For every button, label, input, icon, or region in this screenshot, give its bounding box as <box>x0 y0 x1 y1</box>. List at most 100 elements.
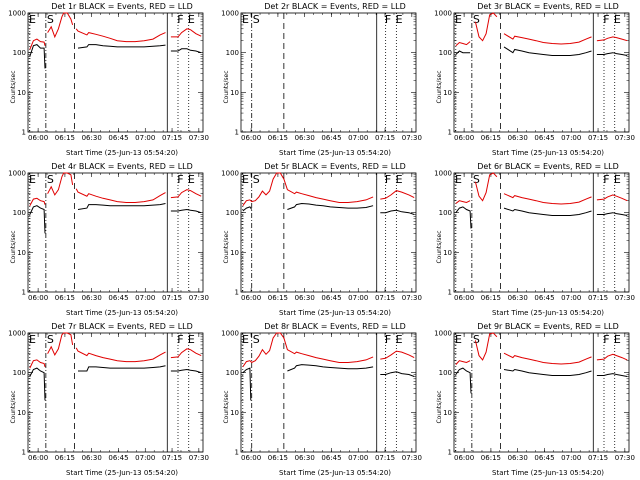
x-tick-label: 06:30 <box>508 294 528 302</box>
x-tick-label: 07:00 <box>135 294 155 302</box>
x-tick-label: 06:15 <box>55 454 75 462</box>
y-tick-label: 1 <box>448 289 452 297</box>
series-line-events <box>242 364 415 401</box>
y-tick-label: 1000 <box>8 170 26 178</box>
x-tick-label: 07:00 <box>348 134 368 142</box>
event-label: S <box>253 333 260 346</box>
panel-title: Det 7r BLACK = Events, RED = LLD <box>51 322 193 331</box>
x-tick-label: 07:15 <box>588 294 608 302</box>
x-tick-label: 06:45 <box>534 294 554 302</box>
x-tick-label: 06:15 <box>481 294 501 302</box>
x-axis-label: Start Time (25-Jun-13 05:54:20) <box>66 149 178 157</box>
panel-title: Det 1r BLACK = Events, RED = LLD <box>51 2 193 11</box>
event-label: E <box>614 173 621 186</box>
panel-det-7r: Det 7r BLACK = Events, RED = LLD Counts/… <box>8 322 209 477</box>
y-tick-label: 100 <box>439 49 452 57</box>
event-label: S <box>47 173 54 186</box>
x-tick-label: 07:00 <box>348 294 368 302</box>
series-line-lld <box>455 12 628 47</box>
event-label: F <box>385 13 391 26</box>
y-axis-label: Counts/sec <box>436 230 443 263</box>
event-label: E <box>29 13 36 26</box>
x-tick-label: 07:30 <box>402 134 422 142</box>
series-line-lld <box>29 332 202 369</box>
x-tick-label: 07:30 <box>615 134 635 142</box>
y-tick-label: 1 <box>235 129 239 137</box>
panel-title: Det 2r BLACK = Events, RED = LLD <box>264 2 406 11</box>
y-tick-label: 1 <box>22 129 26 137</box>
y-tick-label: 10 <box>230 89 239 97</box>
y-tick-label: 100 <box>13 369 26 377</box>
x-tick-label: 07:00 <box>348 454 368 462</box>
series-line-lld <box>455 172 628 205</box>
event-label: E <box>614 13 621 26</box>
x-tick-label: 06:30 <box>508 134 528 142</box>
x-tick-label: 07:15 <box>162 454 182 462</box>
y-axis-label: Counts/sec <box>223 390 230 423</box>
x-tick-label: 07:15 <box>162 134 182 142</box>
x-tick-label: 06:00 <box>454 294 474 302</box>
event-label: E <box>455 333 462 346</box>
event-label: S <box>47 13 54 26</box>
x-tick-label: 07:15 <box>375 134 395 142</box>
event-label: S <box>47 333 54 346</box>
plot-frame <box>240 332 417 453</box>
panel-title: Det 4r BLACK = Events, RED = LLD <box>51 162 193 171</box>
plot-frame <box>240 172 417 293</box>
x-tick-label: 06:30 <box>82 134 102 142</box>
x-tick-label: 06:45 <box>108 134 128 142</box>
x-tick-label: 06:15 <box>481 454 501 462</box>
event-label: F <box>385 173 391 186</box>
panel-det-4r: Det 4r BLACK = Events, RED = LLD Counts/… <box>8 162 209 317</box>
x-tick-label: 06:30 <box>508 454 528 462</box>
x-tick-label: 07:15 <box>375 454 395 462</box>
series-line-events <box>29 203 202 234</box>
x-axis-label: Start Time (25-Jun-13 05:54:20) <box>492 149 604 157</box>
panel-title: Det 3r BLACK = Events, RED = LLD <box>477 2 619 11</box>
event-label: E <box>396 173 403 186</box>
x-tick-label: 06:00 <box>454 134 474 142</box>
panel-det-5r: Det 5r BLACK = Events, RED = LLD Counts/… <box>221 162 422 317</box>
plot-frame <box>240 12 417 133</box>
y-tick-label: 100 <box>226 209 239 217</box>
x-tick-label: 07:00 <box>561 294 581 302</box>
x-tick-label: 06:30 <box>82 294 102 302</box>
y-tick-label: 10 <box>443 409 452 417</box>
panel-det-2r: Det 2r BLACK = Events, RED = LLD Counts/… <box>221 2 422 157</box>
series-line-lld <box>242 332 415 368</box>
y-tick-label: 1 <box>448 129 452 137</box>
x-tick-label: 07:00 <box>561 134 581 142</box>
y-tick-label: 1000 <box>221 330 239 338</box>
event-label: E <box>188 173 195 186</box>
y-axis-label: Counts/sec <box>223 70 230 103</box>
x-tick-label: 06:45 <box>108 454 128 462</box>
y-tick-label: 100 <box>226 369 239 377</box>
y-tick-label: 1 <box>235 449 239 457</box>
x-tick-label: 06:15 <box>55 134 75 142</box>
event-label: F <box>177 333 183 346</box>
x-tick-label: 06:45 <box>321 134 341 142</box>
x-axis-label: Start Time (25-Jun-13 05:54:20) <box>279 309 391 317</box>
x-axis-label: Start Time (25-Jun-13 05:54:20) <box>492 469 604 477</box>
y-axis-label: Counts/sec <box>10 230 17 263</box>
x-tick-label: 07:30 <box>615 294 635 302</box>
y-tick-label: 100 <box>13 209 26 217</box>
series-line-lld <box>29 12 202 50</box>
event-label: S <box>253 13 260 26</box>
x-tick-label: 06:00 <box>241 294 261 302</box>
panel-title: Det 9r BLACK = Events, RED = LLD <box>477 322 619 331</box>
y-tick-label: 10 <box>230 409 239 417</box>
series-line-events <box>29 44 202 69</box>
event-label: E <box>242 173 249 186</box>
y-tick-label: 100 <box>439 209 452 217</box>
x-tick-label: 06:15 <box>55 294 75 302</box>
x-axis-label: Start Time (25-Jun-13 05:54:20) <box>66 309 178 317</box>
event-label: E <box>242 333 249 346</box>
event-label: F <box>603 333 609 346</box>
series-line-events <box>455 206 628 229</box>
y-axis-label: Counts/sec <box>436 390 443 423</box>
y-tick-label: 10 <box>230 249 239 257</box>
event-label: E <box>614 333 621 346</box>
event-label: E <box>396 333 403 346</box>
x-tick-label: 07:15 <box>375 294 395 302</box>
